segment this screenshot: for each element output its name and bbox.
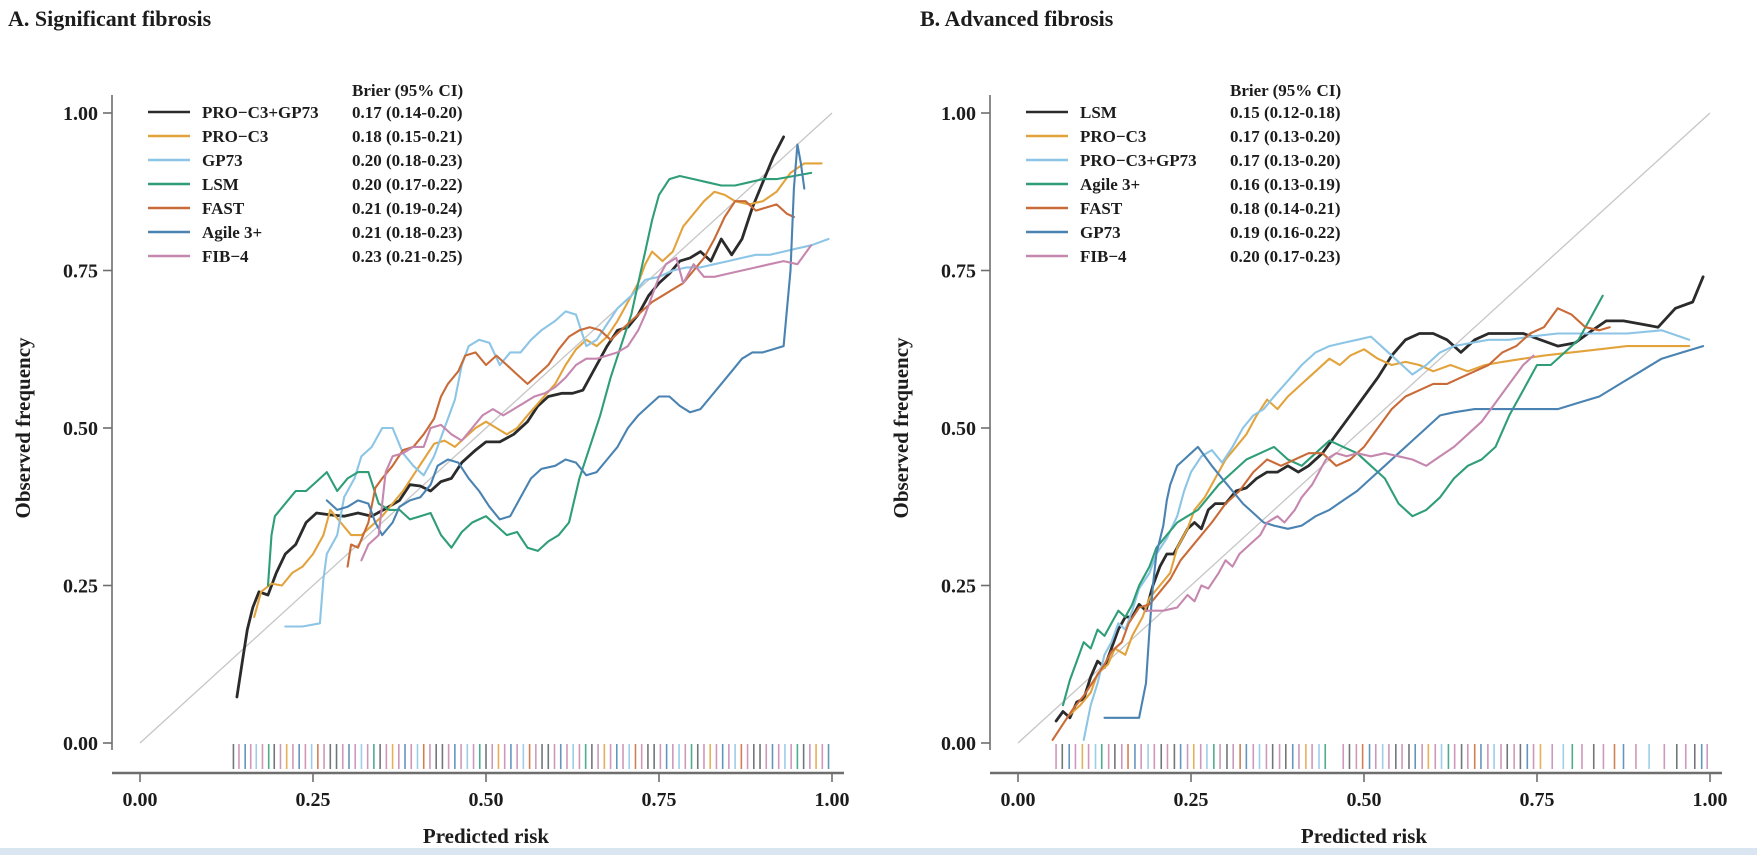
y-axis-title: Observed frequency bbox=[11, 337, 35, 519]
series-line-gp73 bbox=[284, 237, 830, 628]
legend-brier-pro-c3-gp73: 0.17 (0.13-0.20) bbox=[1230, 151, 1340, 170]
y-tick-label: 0.50 bbox=[941, 418, 976, 440]
legend-brier-fast: 0.18 (0.14-0.21) bbox=[1230, 199, 1340, 218]
legend-label-pro-c3: PRO−C3 bbox=[202, 127, 268, 146]
x-tick-label: 0.75 bbox=[1520, 789, 1555, 811]
rug-marks bbox=[1055, 744, 1709, 769]
x-tick-label: 1.00 bbox=[815, 789, 850, 811]
panel-b-title: B. Advanced fibrosis bbox=[920, 6, 1114, 31]
legend-brier-gp73: 0.20 (0.18-0.23) bbox=[352, 151, 462, 170]
legend-brier-pro-c3: 0.18 (0.15-0.21) bbox=[352, 127, 462, 146]
series-lines bbox=[1051, 275, 1705, 741]
rug-marks bbox=[232, 744, 830, 769]
legend-label-fib-4: FIB−4 bbox=[202, 247, 249, 266]
legend-label-fib-4: FIB−4 bbox=[1080, 247, 1127, 266]
series-line-agile-3 bbox=[1061, 294, 1604, 707]
series-line-pro-c3 bbox=[1068, 345, 1691, 716]
y-tick-label: 0.25 bbox=[941, 576, 976, 598]
legend-brier-fib-4: 0.23 (0.21-0.25) bbox=[352, 247, 462, 266]
legend: LSM 0.15 (0.12-0.18) PRO−C3 0.17 (0.13-0.20… bbox=[1026, 103, 1340, 266]
series-line-pro-c3-gp73 bbox=[235, 135, 785, 699]
series-line-gp73 bbox=[1103, 345, 1705, 719]
legend-brier-agile-3: 0.16 (0.13-0.19) bbox=[1230, 175, 1340, 194]
series-lines bbox=[235, 135, 830, 699]
legend-brier-pro-c3: 0.17 (0.13-0.20) bbox=[1230, 127, 1340, 146]
legend-brier-fib-4: 0.20 (0.17-0.23) bbox=[1230, 247, 1340, 266]
y-tick-label: 1.00 bbox=[63, 103, 98, 125]
panel-a-significant-fibrosis: A. Significant fibrosis Observed frequen… bbox=[8, 6, 850, 848]
y-tick-label: 0.00 bbox=[941, 733, 976, 755]
x-axis-title: Predicted risk bbox=[1301, 824, 1427, 848]
legend: PRO−C3+GP73 0.17 (0.14-0.20) PRO−C3 0.18 (0… bbox=[148, 103, 462, 266]
y-tick-label: 0.75 bbox=[941, 261, 976, 283]
bottom-strip bbox=[0, 848, 1757, 855]
y-tick-label: 0.75 bbox=[63, 261, 98, 283]
x-tick-label: 0.75 bbox=[642, 789, 677, 811]
legend-label-pro-c3: PRO−C3 bbox=[1080, 127, 1146, 146]
legend-brier-fast: 0.21 (0.19-0.24) bbox=[352, 199, 462, 218]
x-tick-label: 0.00 bbox=[1001, 789, 1036, 811]
legend-brier-lsm: 0.15 (0.12-0.18) bbox=[1230, 103, 1340, 122]
legend-label-agile-3: Agile 3+ bbox=[202, 223, 262, 242]
y-tick-label: 0.00 bbox=[63, 733, 98, 755]
legend-label-pro-c3-gp73: PRO−C3+GP73 bbox=[1080, 151, 1197, 170]
x-axis-title: Predicted risk bbox=[423, 824, 549, 848]
series-line-pro-c3-gp73 bbox=[1082, 329, 1691, 741]
axes: 1.00 0.75 0.50 0.25 0.00 0.00 0.25 0.50 0.75 1.00 bbox=[63, 95, 850, 811]
series-line-lsm bbox=[266, 171, 813, 587]
x-tick-label: 0.25 bbox=[296, 789, 331, 811]
legend-brier-gp73: 0.19 (0.16-0.22) bbox=[1230, 223, 1340, 242]
legend-label-gp73: GP73 bbox=[1080, 223, 1121, 242]
legend-label-lsm: LSM bbox=[1080, 103, 1117, 122]
legend-header: Brier (95% CI) bbox=[352, 81, 463, 100]
series-line-lsm bbox=[1054, 275, 1705, 723]
x-tick-label: 0.00 bbox=[123, 789, 158, 811]
legend-label-lsm: LSM bbox=[202, 175, 239, 194]
legend-brier-lsm: 0.20 (0.17-0.22) bbox=[352, 175, 462, 194]
identity-line bbox=[139, 112, 833, 744]
y-tick-label: 0.25 bbox=[63, 576, 98, 598]
legend-label-agile-3: Agile 3+ bbox=[1080, 175, 1140, 194]
series-line-pro-c3 bbox=[253, 162, 823, 619]
legend-label-pro-c3-gp73: PRO−C3+GP73 bbox=[202, 103, 319, 122]
legend-brier-agile-3: 0.21 (0.18-0.23) bbox=[352, 223, 462, 242]
y-axis-title: Observed frequency bbox=[889, 337, 913, 519]
x-tick-label: 0.50 bbox=[469, 789, 504, 811]
y-tick-label: 0.50 bbox=[63, 418, 98, 440]
series-line-fib-4 bbox=[360, 244, 813, 562]
x-tick-label: 0.25 bbox=[1174, 789, 1209, 811]
x-tick-label: 1.00 bbox=[1693, 789, 1728, 811]
y-tick-label: 1.00 bbox=[941, 103, 976, 125]
legend-header: Brier (95% CI) bbox=[1230, 81, 1341, 100]
panel-a-title: A. Significant fibrosis bbox=[8, 6, 212, 31]
identity-line bbox=[1017, 112, 1711, 744]
legend-brier-pro-c3-gp73: 0.17 (0.14-0.20) bbox=[352, 103, 462, 122]
axes: 1.00 0.75 0.50 0.25 0.00 0.00 0.25 0.50 0.75 1.00 bbox=[941, 95, 1728, 811]
legend-label-fast: FAST bbox=[1080, 199, 1123, 218]
x-tick-label: 0.50 bbox=[1347, 789, 1382, 811]
reference-diagonal bbox=[139, 112, 833, 744]
series-line-agile-3 bbox=[325, 143, 806, 537]
legend-label-fast: FAST bbox=[202, 199, 245, 218]
series-line-fast bbox=[1051, 307, 1611, 741]
series-line-fib-4 bbox=[1144, 354, 1535, 612]
legend-label-gp73: GP73 bbox=[202, 151, 243, 170]
reference-diagonal bbox=[1017, 112, 1711, 744]
panel-b-advanced-fibrosis: B. Advanced fibrosis Observed frequency … bbox=[889, 6, 1728, 848]
